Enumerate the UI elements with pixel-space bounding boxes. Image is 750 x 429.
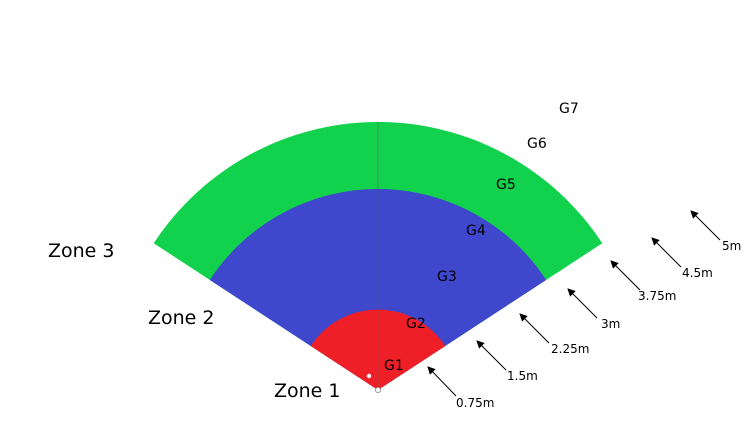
distance-label-3.75m: 3.75m: [638, 289, 676, 303]
zone-2-label: Zone 2: [148, 307, 215, 329]
ring-label-g5: G5: [496, 177, 516, 193]
ring-label-g4: G4: [466, 223, 486, 239]
ring-label-g7: G7: [559, 101, 579, 117]
distance-arrow-0.75m: [427, 366, 457, 397]
zone-3-label: Zone 3: [48, 240, 115, 262]
distance-label-3m: 3m: [601, 317, 620, 331]
distance-label-1.5m: 1.5m: [507, 369, 538, 383]
distance-arrow-1.5m: [476, 340, 507, 371]
distance-label-0.75m: 0.75m: [456, 396, 494, 410]
ring-label-g6: G6: [527, 136, 547, 152]
distance-arrow-3m: [567, 288, 598, 319]
ring-label-g3: G3: [437, 269, 457, 285]
distance-arrow-4.5m: [651, 237, 682, 268]
distance-arrow-2.25m: [519, 313, 550, 344]
apex-marker: [374, 386, 381, 393]
zone-1-label: Zone 1: [274, 380, 341, 402]
distance-label-2.25m: 2.25m: [551, 342, 589, 356]
ring-label-g1: G1: [384, 358, 404, 374]
distance-label-5m: 5m: [722, 239, 741, 253]
inner-marker: [366, 373, 372, 379]
distance-arrow-3.75m: [610, 260, 641, 291]
distance-arrow-5m: [690, 210, 721, 241]
ring-label-g2: G2: [406, 316, 426, 332]
distance-label-4.5m: 4.5m: [682, 266, 713, 280]
